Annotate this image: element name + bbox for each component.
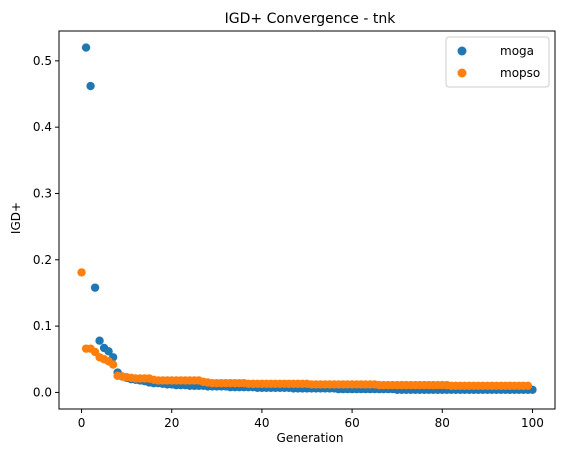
x-axis-label: Generation	[277, 431, 344, 445]
y-tick-label: 0.3	[33, 186, 52, 200]
chart-title: IGD+ Convergence - tnk	[225, 11, 397, 27]
series-mopso	[77, 268, 533, 390]
x-tick-label: 100	[521, 416, 544, 430]
legend-label-mopso: mopso	[500, 66, 540, 80]
y-axis-label: IGD+	[9, 202, 23, 234]
x-tick-label: 20	[164, 416, 179, 430]
legend-label-moga: moga	[500, 44, 534, 58]
data-point-moga	[90, 283, 100, 292]
y-tick-label: 0.5	[33, 54, 52, 68]
data-point-moga	[95, 336, 104, 345]
legend-marker-moga	[457, 46, 467, 56]
data-point-mopso	[523, 381, 533, 390]
x-tick-label: 0	[78, 416, 86, 430]
data-point-moga	[81, 43, 91, 52]
plot-frame	[58, 30, 556, 410]
legend: moga mopso	[445, 36, 550, 88]
x-tick-label: 60	[344, 416, 359, 430]
data-point-moga	[104, 347, 113, 356]
data-point-mopso	[77, 268, 86, 277]
legend-marker-mopso	[457, 68, 467, 78]
y-tick-label: 0.2	[33, 253, 52, 267]
y-tick-label: 0.0	[33, 385, 52, 399]
x-tick-label: 40	[254, 416, 269, 430]
legend-box	[445, 36, 550, 88]
y-tick-label: 0.4	[33, 120, 52, 134]
x-tick-label: 80	[435, 416, 450, 430]
data-point-moga	[86, 81, 95, 91]
plot-area: 0 20 40 60 80 100 0.0 0.1 0.2 0.3 0.4 0.5 moga mopso	[33, 30, 556, 430]
y-tick-label: 0.1	[33, 319, 52, 333]
data-point-mopso	[108, 360, 118, 369]
